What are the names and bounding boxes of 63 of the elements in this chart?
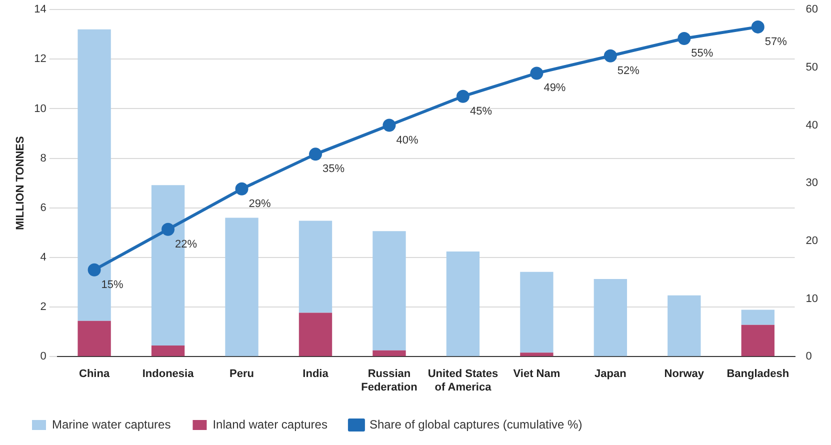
bar [372, 231, 406, 350]
y-tick-label: 6 [40, 202, 46, 214]
point [604, 49, 617, 62]
data-label: 52% [617, 64, 640, 77]
legend-label: Marine water captures [52, 417, 171, 432]
point [382, 118, 396, 132]
point [235, 182, 248, 196]
bar [298, 220, 332, 313]
bar [78, 320, 111, 356]
y2-tick-label: 60 [806, 4, 818, 16]
x-tick-label: Japan [594, 368, 627, 380]
y2-tick-label: 30 [806, 177, 818, 190]
x-tick-label: Indonesia [142, 368, 195, 380]
y2-tick-label: 20 [806, 234, 818, 247]
x-tick-label: United States of America [428, 368, 498, 394]
bar [446, 252, 480, 356]
data-label: 45% [470, 105, 492, 118]
bar [225, 218, 258, 356]
x-tick-label: Peru [230, 368, 254, 380]
data-label: 15% [101, 278, 124, 291]
data-label: 49% [544, 82, 566, 94]
bar [741, 310, 774, 325]
legend-label: Inland water captures [212, 417, 328, 432]
point [88, 263, 101, 276]
y2-tick-label: 40 [806, 119, 818, 132]
y2-tick-label: 0 [806, 350, 812, 363]
point [530, 66, 544, 80]
data-label: 40% [396, 134, 418, 146]
y-tick-label: 8 [40, 152, 46, 164]
y2-tick-label: 50 [806, 61, 818, 74]
bar [520, 352, 554, 356]
point [456, 90, 470, 103]
bar [520, 272, 554, 353]
y-tick-label: 0 [40, 350, 46, 363]
bar [372, 350, 406, 356]
legend-label: Share of global captures (cumulative %) [369, 417, 582, 432]
bar [668, 295, 701, 356]
data-label: 57% [764, 36, 788, 48]
y-tick-label: 10 [34, 102, 46, 115]
y-tick-label: 2 [40, 301, 46, 314]
x-tick-label: Bangladesh [726, 368, 790, 380]
x-tick-label: China [79, 368, 110, 380]
data-label: 22% [175, 238, 198, 250]
x-tick-label: Russian Federation [361, 368, 418, 394]
x-tick-label: India [302, 368, 330, 380]
y2-tick-label: 10 [806, 292, 818, 305]
point [678, 32, 691, 46]
data-label: 29% [248, 198, 272, 210]
x-tick-label: Viet Nam [513, 368, 560, 380]
data-label: 55% [691, 48, 714, 60]
bar [594, 279, 628, 356]
bar [298, 312, 332, 356]
data-label: 35% [322, 163, 345, 176]
bar [151, 345, 185, 356]
x-tick-label: Norway [664, 368, 705, 380]
y-tick-label: 12 [34, 53, 46, 66]
y-tick-label: 14 [34, 4, 46, 16]
bar [741, 324, 774, 356]
point [751, 20, 764, 34]
point [309, 148, 322, 161]
y-axis-title: MILLION TONNES [14, 136, 27, 230]
y-tick-label: 4 [40, 251, 46, 264]
point [162, 222, 175, 236]
